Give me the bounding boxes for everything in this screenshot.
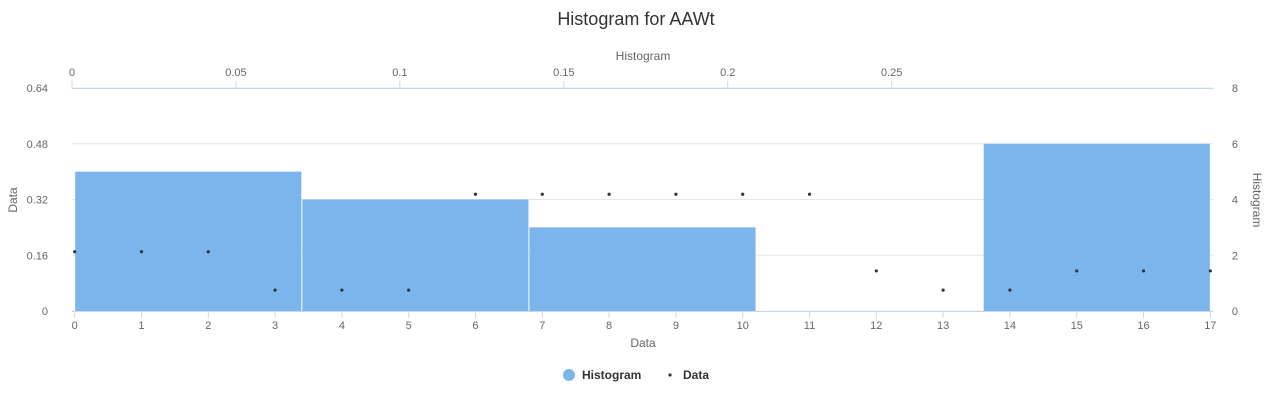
data-point — [139, 250, 144, 254]
x-bottom-tick-label: 3 — [272, 320, 278, 332]
legend-data-label: Data — [683, 368, 709, 382]
x-bottom-tick-label: 9 — [673, 320, 679, 332]
x-bottom-tick-label: 0 — [72, 320, 78, 332]
legend-item-histogram[interactable]: Histogram — [563, 368, 641, 382]
data-point — [607, 192, 611, 196]
data-point — [73, 250, 77, 254]
x-bottom-tick-label: 1 — [138, 320, 144, 332]
top-axis-title: Histogram — [616, 49, 671, 63]
data-point — [1208, 269, 1212, 273]
y-right-tick-label: 4 — [1232, 195, 1238, 207]
x-bottom-tick-label: 13 — [937, 320, 949, 332]
chart-title: Histogram for AAWt — [557, 9, 714, 29]
data-series — [73, 192, 1212, 292]
x-bottom-tick-label: 8 — [606, 320, 612, 332]
x-bottom-tick-label: 15 — [1071, 320, 1083, 332]
data-point — [1075, 269, 1079, 273]
x-bottom-tick-label: 4 — [339, 320, 345, 332]
data-point — [473, 192, 478, 196]
data-point — [1141, 269, 1146, 273]
y-right-tick-label: 0 — [1232, 306, 1238, 318]
legend-item-data[interactable]: Data — [668, 368, 709, 382]
x-top-tick-label: 0 — [69, 67, 75, 79]
x-top-tick-label: 0.05 — [225, 67, 246, 79]
y-left-tick-label: 0.64 — [27, 83, 48, 95]
y-right-tick-label: 6 — [1232, 139, 1238, 151]
legend-histogram-symbol — [563, 369, 575, 381]
x-top-tick-label: 0.2 — [720, 67, 735, 79]
data-point — [540, 192, 544, 196]
histogram-bar — [302, 199, 529, 311]
data-point — [941, 288, 945, 292]
data-point — [206, 250, 210, 254]
data-point — [741, 192, 745, 196]
right-axis-title: Histogram — [1250, 173, 1264, 228]
y-left-tick-label: 0.16 — [27, 250, 48, 262]
x-bottom-tick-label: 10 — [737, 320, 749, 332]
legend-histogram-label: Histogram — [582, 368, 641, 382]
bottom-axis-title: Data — [630, 336, 656, 350]
x-bottom-tick-label: 14 — [1004, 320, 1016, 332]
x-bottom-tick-label: 12 — [870, 320, 882, 332]
x-bottom-tick-label: 11 — [804, 320, 815, 332]
data-point — [407, 288, 411, 292]
x-top-tick-label: 0.1 — [392, 67, 407, 79]
data-point — [807, 192, 812, 196]
x-bottom-tick-label: 5 — [406, 320, 412, 332]
x-bottom-tick-label: 7 — [539, 320, 545, 332]
y-right-tick-label: 2 — [1232, 250, 1238, 262]
data-point — [273, 288, 277, 292]
y-right-tick-label: 8 — [1232, 83, 1238, 95]
y-left-tick-label: 0.48 — [27, 139, 48, 151]
y-left-tick-label: 0.32 — [27, 195, 48, 207]
legend: Histogram Data — [563, 368, 709, 382]
x-top-tick-label: 0.25 — [881, 67, 902, 79]
histogram-bar — [75, 171, 302, 311]
histogram-bar — [529, 227, 756, 311]
x-bottom-tick-label: 16 — [1137, 320, 1149, 332]
histogram-bar — [983, 143, 1210, 311]
data-point — [1008, 288, 1012, 292]
histogram-series — [75, 143, 1210, 311]
data-point — [674, 192, 678, 196]
x-bottom-tick-label: 2 — [205, 320, 211, 332]
data-point — [874, 269, 878, 273]
left-axis-title: Data — [6, 187, 20, 213]
x-bottom-tick-label: 6 — [472, 320, 478, 332]
data-point — [340, 288, 344, 292]
x-bottom-tick-label: 17 — [1204, 320, 1216, 332]
legend-data-symbol — [668, 373, 672, 377]
y-left-tick-label: 0 — [42, 306, 48, 318]
x-top-tick-label: 0.15 — [553, 67, 574, 79]
